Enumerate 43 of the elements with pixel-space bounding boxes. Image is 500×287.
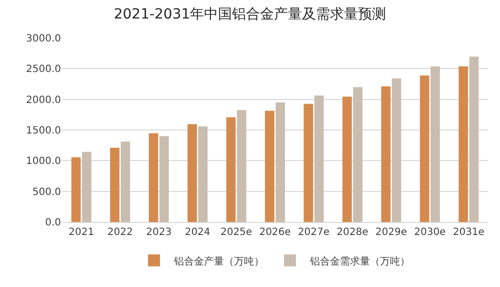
x-tick-label: 2028e [336,227,368,238]
legend-label: 铝合金需求量（万吨） [309,255,410,268]
bar [188,124,197,222]
bar [264,110,274,222]
bar [430,66,440,222]
x-tick-label: 2027e [298,227,330,238]
bar [469,56,479,222]
bar [159,136,169,222]
bar [420,75,430,222]
x-tick-label: 2024 [184,227,210,238]
y-tick-label: 3000.0 [26,34,61,44]
bar [198,126,208,222]
bar [276,102,286,222]
bar [120,142,130,222]
x-tick-label: 2025e [220,227,252,238]
y-tick-label: 1500.0 [26,126,61,136]
x-tick-label: 2026e [259,227,291,238]
y-tick-label: 1000.0 [26,156,61,168]
x-tick-label: 2031e [452,227,484,238]
x-tick-label: 2029e [375,227,407,238]
bar [304,104,314,222]
y-tick-label: 2500.0 [26,64,61,76]
bar [381,86,391,222]
x-tick-label: 2021 [68,227,94,238]
bar [236,110,246,222]
bar [353,87,362,222]
bar [110,148,120,222]
bar [82,152,92,222]
bar [392,78,402,222]
bar [314,95,324,222]
chart-title: 2021-2031年中国铝合金产量及需求量预测 [114,6,386,22]
y-tick-label: 500.0 [32,186,61,198]
bar [458,66,468,222]
y-tick-label: 2000.0 [26,94,61,106]
bar [226,117,236,222]
x-tick-label: 2022 [107,227,133,238]
y-tick-label: 0.0 [45,218,61,228]
x-tick-label: 2030e [414,227,446,238]
bar [71,157,81,222]
x-tick-label: 2023 [146,227,172,238]
legend-label: 铝合金产量（万吨） [173,255,264,268]
bar [342,96,352,222]
bar [148,133,158,222]
